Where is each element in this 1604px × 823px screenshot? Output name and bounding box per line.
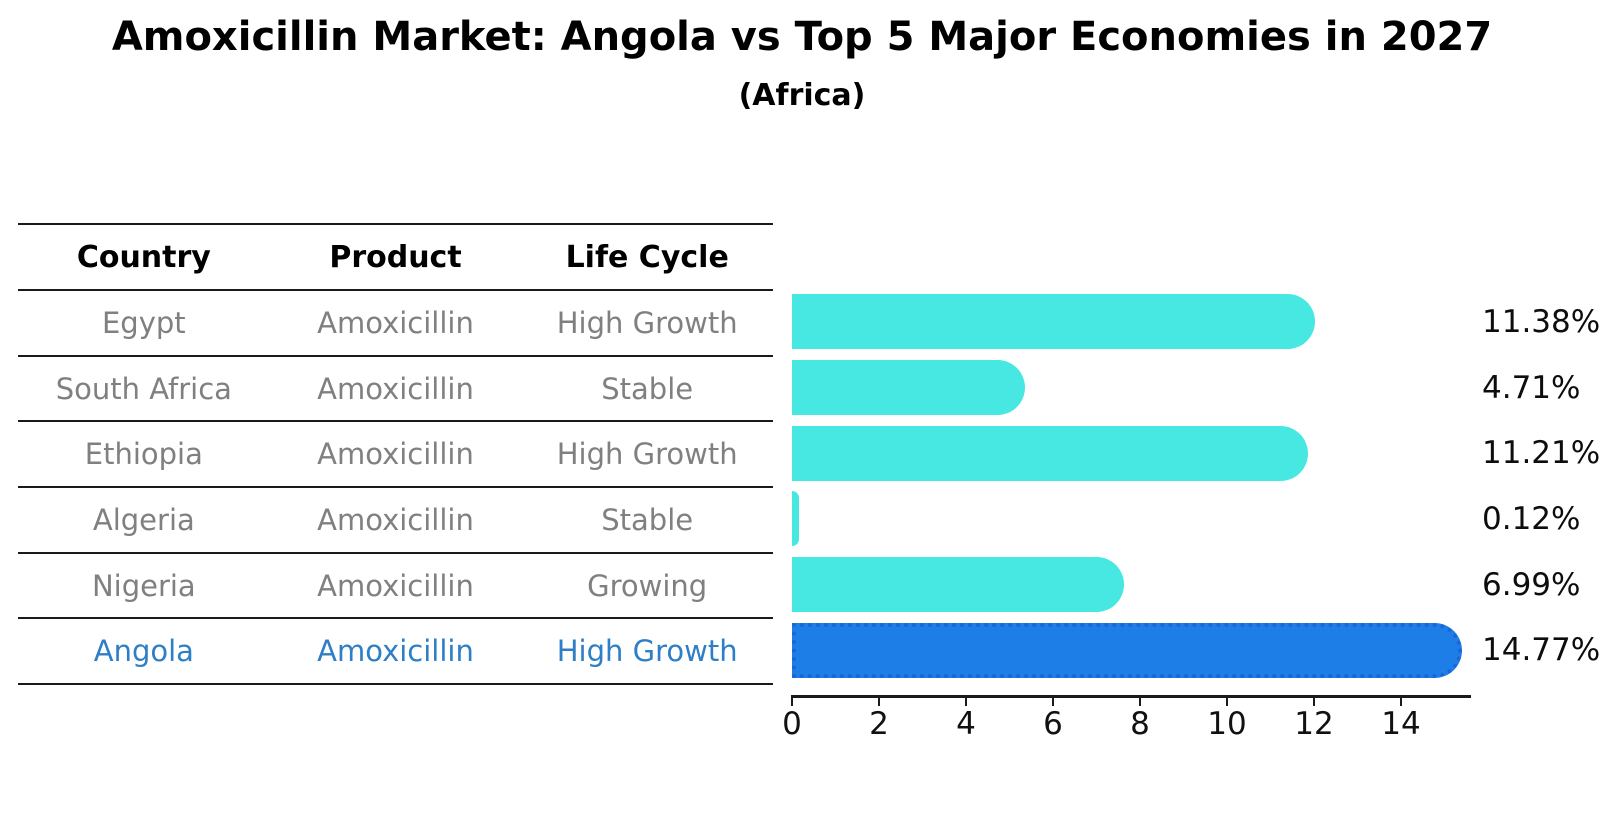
- header-product: Product: [329, 239, 462, 275]
- table-row: Algeria Amoxicillin Stable: [18, 488, 773, 554]
- header-life-cycle: Life Cycle: [565, 239, 729, 275]
- bar-ethiopia: [792, 425, 1308, 481]
- table-body: Egypt Amoxicillin High Growth South Africa A…: [18, 291, 773, 686]
- x-tick-label: 14: [1381, 706, 1421, 742]
- x-tick-mark: [1052, 697, 1054, 706]
- x-tick-mark: [1313, 697, 1315, 706]
- x-tick-label: 6: [1043, 706, 1063, 742]
- chart-title: Amoxicillin Market: Angola vs Top 5 Majo…: [111, 14, 1493, 60]
- table-row: Angola Amoxicillin High Growth: [18, 619, 773, 686]
- lifecycle-cell: Growing: [587, 568, 708, 603]
- lifecycle-cell: High Growth: [556, 437, 738, 472]
- value-label: 11.38%: [1482, 303, 1601, 340]
- x-tick-label: 8: [1130, 706, 1150, 742]
- x-tick-mark: [878, 697, 880, 706]
- bar-egypt: [792, 294, 1316, 350]
- value-label: 0.12%: [1482, 500, 1581, 537]
- product-cell: Amoxicillin: [317, 305, 474, 340]
- lifecycle-cell: High Growth: [556, 305, 738, 340]
- bar-algeria: [792, 491, 800, 547]
- product-cell: Amoxicillin: [317, 437, 474, 472]
- value-label: 11.21%: [1482, 435, 1601, 472]
- table-row: Nigeria Amoxicillin Growing: [18, 554, 773, 620]
- bar-angola: [792, 622, 1463, 678]
- country-table: Country Product Life Cycle Egypt Amoxicil…: [18, 223, 773, 686]
- product-cell: Amoxicillin: [317, 568, 474, 603]
- value-label: 4.71%: [1482, 369, 1581, 406]
- lifecycle-cell: High Growth: [556, 634, 738, 669]
- country-cell: Egypt: [101, 305, 186, 340]
- product-cell: Amoxicillin: [317, 634, 474, 669]
- chart-subtitle: (Africa): [738, 78, 866, 113]
- table-row: Egypt Amoxicillin High Growth: [18, 291, 773, 357]
- x-tick-label: 12: [1294, 706, 1334, 742]
- country-cell: Algeria: [92, 502, 195, 537]
- x-tick-label: 4: [956, 706, 976, 742]
- country-cell: South Africa: [55, 371, 232, 406]
- bar-south-africa: [792, 360, 1025, 415]
- product-cell: Amoxicillin: [317, 371, 474, 406]
- x-tick-mark: [965, 697, 967, 706]
- table-header-row: Country Product Life Cycle: [18, 225, 773, 291]
- lifecycle-cell: Stable: [601, 502, 694, 537]
- x-axis-line: [791, 695, 1471, 698]
- x-tick-mark: [1400, 697, 1402, 706]
- bar-nigeria: [792, 557, 1125, 613]
- x-tick-mark: [1226, 697, 1228, 706]
- value-label: 6.99%: [1482, 566, 1581, 603]
- header-country: Country: [76, 239, 211, 275]
- lifecycle-cell: Stable: [601, 371, 694, 406]
- country-cell: Nigeria: [91, 568, 196, 603]
- x-tick-label: 2: [869, 706, 889, 742]
- value-label: 14.77%: [1482, 632, 1601, 669]
- product-cell: Amoxicillin: [317, 502, 474, 537]
- x-tick-mark: [791, 697, 793, 706]
- x-tick-label: 10: [1207, 706, 1247, 742]
- table-row: South Africa Amoxicillin Stable: [18, 357, 773, 423]
- country-cell: Angola: [93, 634, 194, 669]
- country-cell: Ethiopia: [84, 437, 203, 472]
- table-row: Ethiopia Amoxicillin High Growth: [18, 422, 773, 489]
- x-tick-label: 0: [782, 706, 802, 742]
- x-tick-mark: [1139, 697, 1141, 706]
